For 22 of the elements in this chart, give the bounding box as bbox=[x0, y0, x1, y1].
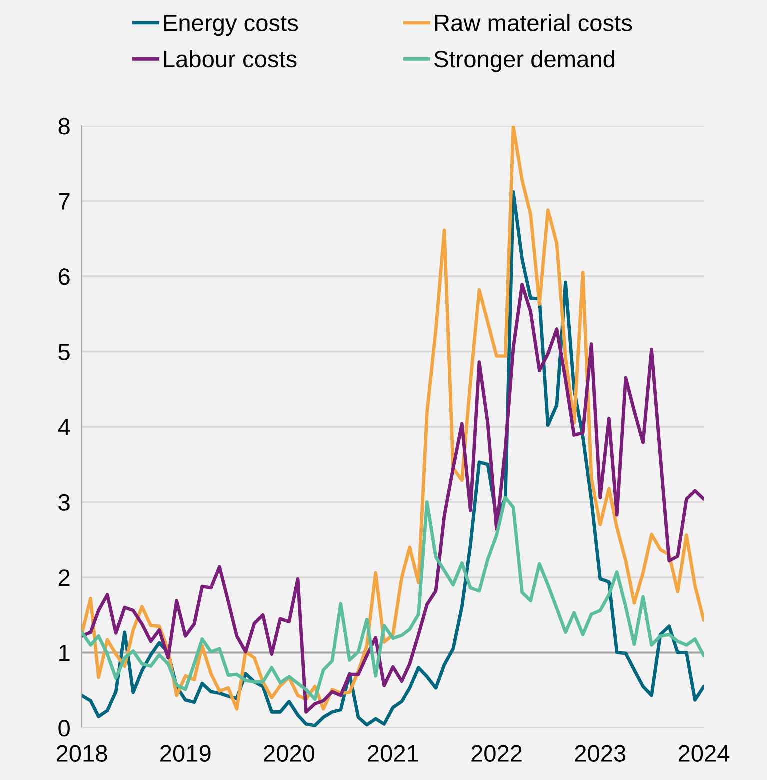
line-series bbox=[82, 283, 704, 714]
y-tick-label: 1 bbox=[60, 645, 70, 662]
legend-label: Energy costs bbox=[164, 15, 298, 36]
y-tick-label: 8 bbox=[58, 118, 70, 135]
legend-label: Stronger demand bbox=[434, 50, 614, 72]
x-tick-label: 2023 bbox=[575, 745, 626, 762]
x-tick-label: 2022 bbox=[472, 745, 522, 762]
y-tick-label: 6 bbox=[58, 268, 70, 286]
x-tick-label: 2021 bbox=[368, 745, 418, 762]
y-tick-label: 7 bbox=[58, 194, 70, 210]
y-tick-label: 5 bbox=[58, 344, 70, 361]
x-tick-label: 2018 bbox=[56, 745, 108, 762]
x-tick-label: 2020 bbox=[264, 745, 315, 762]
y-tick-label: 4 bbox=[58, 419, 70, 436]
y-tick-label: 2 bbox=[58, 570, 70, 586]
x-tick-label: 2024 bbox=[678, 745, 730, 762]
line-series bbox=[82, 496, 704, 702]
x-tick-label: 2019 bbox=[160, 745, 211, 762]
y-tick-label: 3 bbox=[58, 494, 70, 512]
y-tick-label: 0 bbox=[58, 720, 70, 737]
legend-label: Raw material costs bbox=[435, 14, 632, 32]
legend-label: Labour costs bbox=[164, 50, 297, 68]
